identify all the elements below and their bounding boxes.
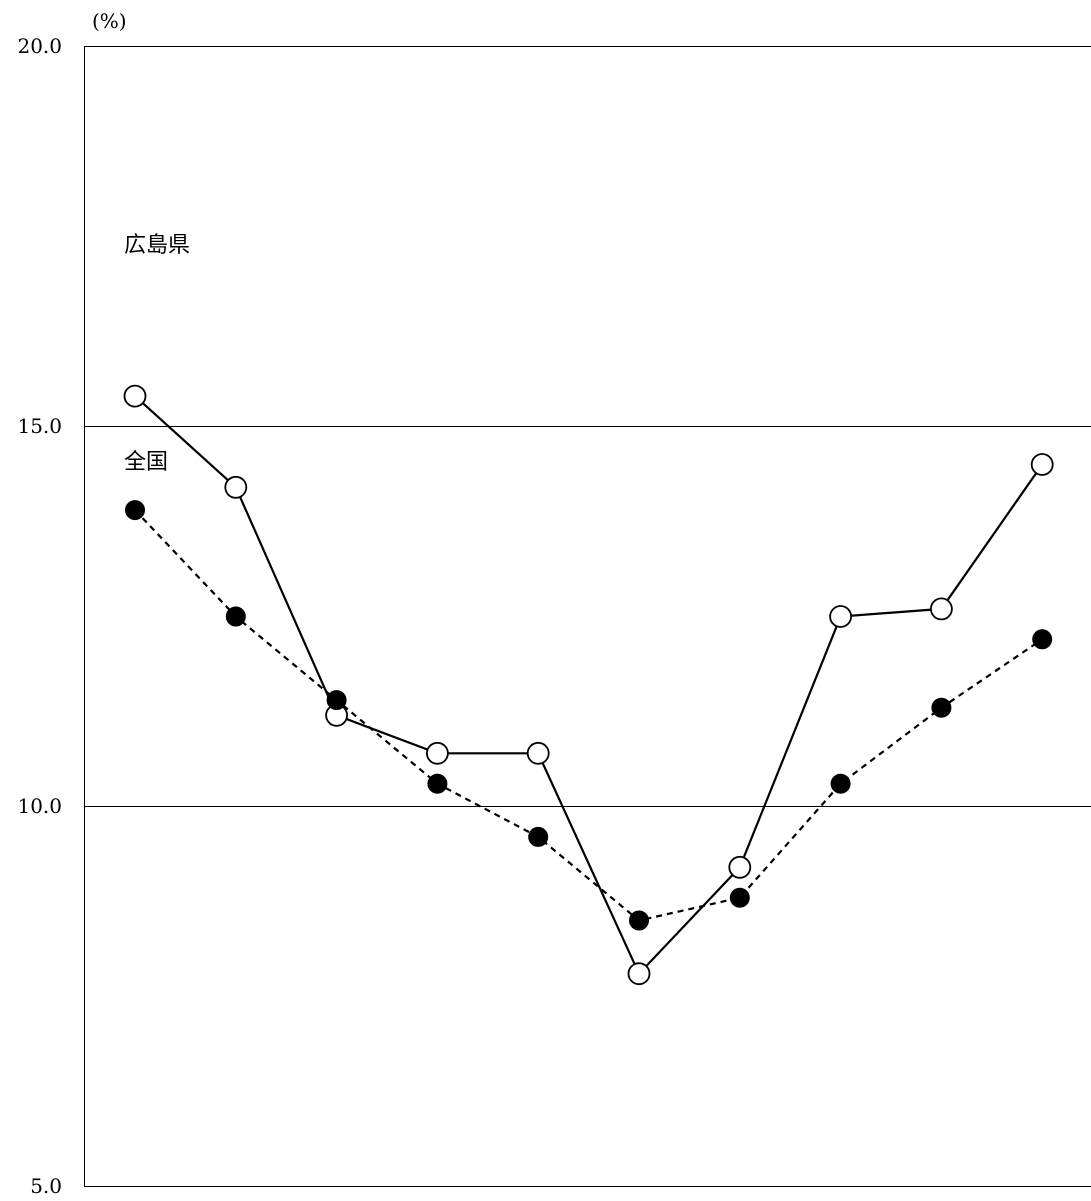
data-point-hiroshima-2: [224, 475, 248, 499]
data-point-national-7: [729, 887, 750, 908]
data-point-hiroshima-5: [526, 741, 550, 765]
data-point-hiroshima-6: [627, 962, 651, 986]
data-point-hiroshima-7: [728, 855, 752, 879]
series-line-hiroshima: [134, 395, 1044, 976]
series-label-national: 全国: [124, 450, 168, 475]
series-line-national: [134, 509, 1043, 922]
series-hiroshima: [123, 384, 1054, 986]
data-point-national-8: [830, 773, 851, 794]
y-axis-unit-label: (%): [92, 9, 127, 33]
y-tick-label-15: 15.0: [17, 414, 62, 438]
y-tick-label-5: 5.0: [30, 1174, 62, 1198]
series-national: [125, 500, 1053, 931]
data-point-national-10: [1032, 629, 1053, 650]
y-tick-label-10: 10.0: [17, 794, 62, 818]
data-point-hiroshima-4: [425, 741, 449, 765]
data-point-national-4: [427, 773, 448, 794]
data-point-national-6: [629, 910, 649, 931]
data-point-national-5: [528, 826, 549, 847]
data-point-national-2: [225, 606, 246, 627]
data-point-national-9: [931, 697, 952, 718]
series-layer: [123, 384, 1054, 986]
data-point-hiroshima-1: [123, 384, 147, 408]
plot-frame: [84, 46, 1091, 1187]
series-label-hiroshima: 広島県: [124, 233, 190, 258]
data-point-hiroshima-9: [930, 597, 953, 621]
data-point-hiroshima-8: [829, 605, 852, 628]
data-point-hiroshima-10: [1030, 453, 1054, 476]
gridlines: [84, 426, 1091, 807]
data-point-national-3: [326, 690, 347, 711]
data-point-national-1: [125, 500, 145, 521]
y-tick-label-20: 20.0: [17, 34, 62, 58]
